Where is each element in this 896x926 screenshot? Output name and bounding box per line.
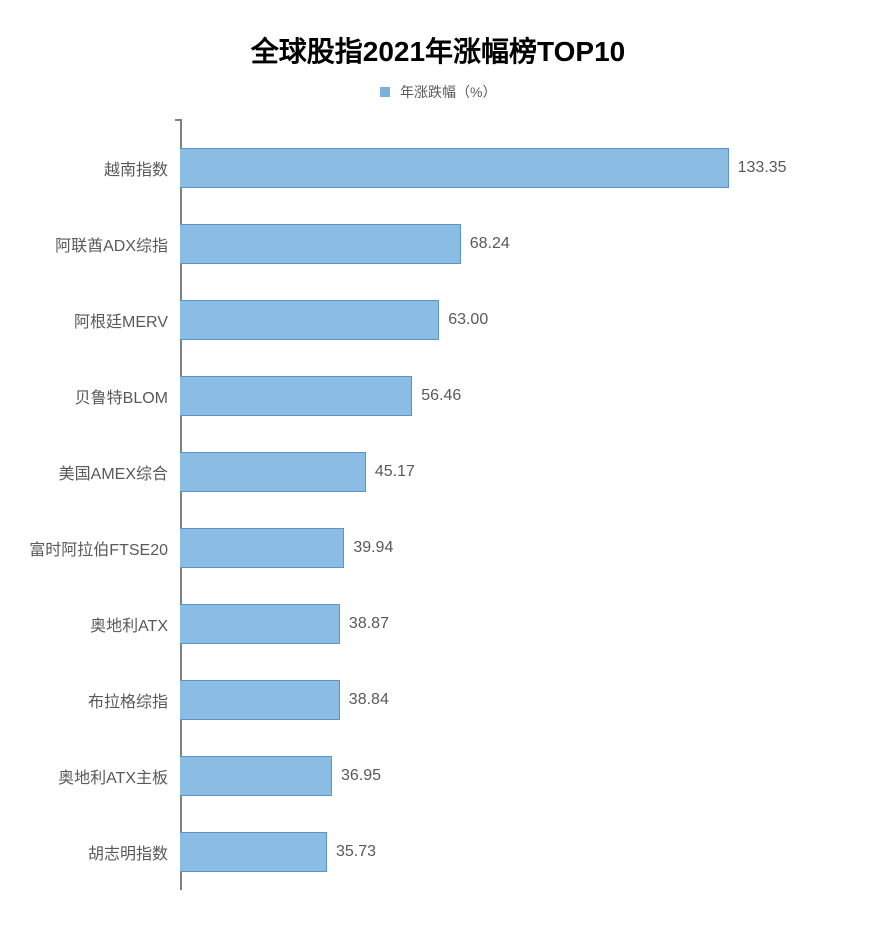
bar-row: 贝鲁特BLOM56.46 — [180, 376, 866, 416]
category-label: 阿根廷MERV — [74, 308, 180, 332]
bar-row: 阿联酋ADX综指68.24 — [180, 224, 866, 264]
bar-row: 胡志明指数35.73 — [180, 832, 866, 872]
bar-row: 奥地利ATX38.87 — [180, 604, 866, 644]
bar-row: 奥地利ATX主板36.95 — [180, 756, 866, 796]
bar: 39.94 — [180, 528, 344, 568]
bar-row: 富时阿拉伯FTSE2039.94 — [180, 528, 866, 568]
value-label: 38.87 — [339, 615, 389, 633]
value-label: 39.94 — [343, 539, 393, 557]
category-label: 美国AMEX综合 — [59, 460, 180, 484]
legend: 年涨跌幅（%） — [10, 82, 866, 102]
bar-row: 阿根廷MERV63.00 — [180, 300, 866, 340]
value-label: 35.73 — [326, 843, 376, 861]
bar: 36.95 — [180, 756, 332, 796]
value-label: 38.84 — [339, 691, 389, 709]
category-label: 布拉格综指 — [88, 688, 180, 712]
bar: 38.87 — [180, 604, 340, 644]
category-label: 奥地利ATX主板 — [58, 764, 180, 788]
bar: 35.73 — [180, 832, 327, 872]
bar: 38.84 — [180, 680, 340, 720]
bar-row: 布拉格综指38.84 — [180, 680, 866, 720]
bar: 45.17 — [180, 452, 366, 492]
bar-row: 越南指数133.35 — [180, 148, 866, 188]
legend-label: 年涨跌幅（%） — [400, 82, 496, 102]
bar: 68.24 — [180, 224, 461, 264]
category-label: 富时阿拉伯FTSE20 — [29, 536, 180, 560]
category-label: 胡志明指数 — [88, 840, 180, 864]
plot-area: 越南指数133.35阿联酋ADX综指68.24阿根廷MERV63.00贝鲁特BL… — [180, 120, 826, 890]
chart-container: 全球股指2021年涨幅榜TOP10 年涨跌幅（%） 越南指数133.35阿联酋A… — [0, 0, 896, 926]
value-label: 45.17 — [365, 463, 415, 481]
bar: 133.35 — [180, 148, 729, 188]
bar: 56.46 — [180, 376, 412, 416]
value-label: 36.95 — [331, 767, 381, 785]
category-label: 阿联酋ADX综指 — [55, 232, 180, 256]
category-label: 奥地利ATX — [90, 612, 180, 636]
bar: 63.00 — [180, 300, 439, 340]
value-label: 56.46 — [411, 387, 461, 405]
value-label: 68.24 — [460, 235, 510, 253]
category-label: 越南指数 — [104, 156, 180, 180]
legend-swatch — [380, 87, 390, 97]
value-label: 63.00 — [438, 311, 488, 329]
value-label: 133.35 — [728, 159, 787, 177]
category-label: 贝鲁特BLOM — [75, 384, 180, 408]
chart-title: 全球股指2021年涨幅榜TOP10 — [10, 30, 866, 70]
bar-row: 美国AMEX综合45.17 — [180, 452, 866, 492]
